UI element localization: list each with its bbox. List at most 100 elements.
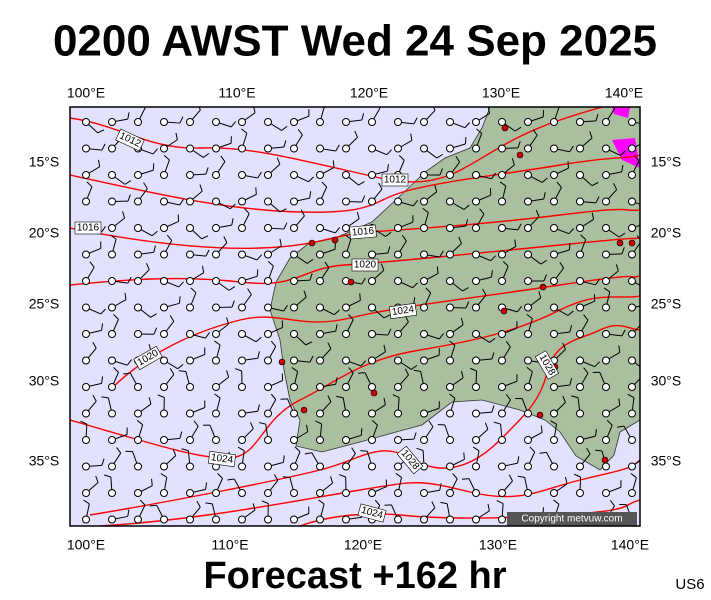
title: 0200 AWST Wed 24 Sep 2025	[53, 17, 657, 66]
barb-station	[212, 224, 220, 232]
barb-flag	[472, 446, 480, 452]
barb-flag	[508, 474, 513, 482]
barb-flag	[559, 261, 565, 269]
barb-flag	[101, 396, 109, 399]
wind-barb	[592, 371, 610, 391]
barb-flag	[620, 150, 626, 156]
barb-station	[160, 436, 168, 444]
wind-barb	[420, 501, 436, 524]
barb-station	[550, 383, 558, 391]
barb-station	[290, 409, 298, 418]
wind-barb	[316, 303, 340, 316]
barb-flag	[282, 476, 290, 479]
barb-flag	[227, 478, 235, 481]
barb-station	[264, 356, 272, 365]
barb-flag	[223, 236, 228, 243]
wind-barb	[524, 129, 538, 153]
city-dot	[331, 236, 339, 244]
barb-flag	[618, 398, 621, 406]
barb-flag	[374, 499, 381, 506]
isobar-label-text: 1020	[354, 260, 377, 271]
wind-barb	[290, 250, 314, 264]
barb-station	[576, 356, 584, 365]
lat-label-right: 25°S	[651, 296, 682, 312]
wind-barb	[368, 344, 386, 365]
barb-flag	[203, 152, 210, 158]
wind-barb	[472, 352, 495, 365]
barb-station	[420, 144, 428, 153]
barb-flag	[387, 246, 391, 254]
wind-barb	[290, 209, 305, 232]
barb-station	[290, 356, 298, 365]
barb-station	[342, 515, 350, 524]
barb-station	[524, 250, 532, 259]
barb-flag	[543, 191, 546, 200]
wind-barb	[357, 372, 376, 391]
barb-flag	[595, 278, 600, 286]
wind-barb	[82, 499, 90, 524]
barb-flag	[541, 177, 548, 183]
wind-barb	[472, 330, 496, 343]
barb-station	[108, 118, 116, 126]
wind-barb	[264, 238, 282, 259]
wind-barb	[524, 290, 542, 312]
barb-flag	[315, 420, 322, 425]
barb-station	[134, 409, 142, 418]
wind-barb	[472, 270, 493, 285]
wind-barb	[186, 249, 210, 259]
wind-barb	[82, 323, 104, 338]
barb-flag	[92, 394, 97, 402]
barb-station	[420, 330, 428, 338]
barb-flag	[231, 300, 235, 308]
wind-barb	[342, 367, 354, 391]
barb-station	[576, 197, 584, 206]
city-dot	[308, 239, 316, 247]
barb-flag	[465, 301, 470, 309]
isobar-label-text: 1012	[384, 175, 407, 186]
wind-barb	[212, 218, 234, 232]
wind-barb	[134, 303, 157, 318]
barb-flag	[583, 314, 589, 321]
barb-station	[186, 224, 194, 232]
barb-flag	[489, 337, 496, 343]
barb-station	[498, 436, 506, 444]
barb-station	[576, 224, 584, 232]
barb-station	[446, 330, 454, 338]
barb-station	[238, 330, 246, 338]
barb-station	[264, 489, 272, 497]
wind-barb	[413, 369, 428, 391]
wind-barb	[149, 504, 168, 524]
wind-barb	[550, 325, 573, 338]
barb-station	[108, 171, 116, 179]
barb-flag	[517, 223, 522, 231]
barb-flag	[153, 245, 156, 253]
wind-barb	[420, 144, 444, 159]
barb-flag	[345, 234, 352, 240]
barb-flag	[517, 141, 521, 149]
wind-barb	[186, 420, 199, 444]
barb-station	[186, 197, 194, 206]
barb-flag	[360, 450, 368, 452]
wind-barb	[342, 113, 365, 126]
barb-station	[290, 197, 298, 206]
barb-station	[472, 515, 480, 524]
barb-station	[628, 250, 636, 259]
barb-flag	[452, 473, 458, 480]
barb-station	[472, 197, 480, 206]
barb-flag	[294, 446, 301, 453]
barb-flag	[591, 182, 599, 187]
wind-barb	[498, 456, 520, 471]
wind-barb	[186, 167, 209, 179]
wind-barb	[628, 356, 640, 368]
wind-barb	[338, 474, 350, 497]
barb-station	[576, 303, 584, 312]
city-dot	[347, 278, 355, 286]
barb-station	[134, 250, 142, 259]
barb-station	[264, 277, 272, 285]
wind-barb	[342, 314, 354, 338]
wind-barb	[524, 274, 547, 285]
barb-station	[576, 462, 584, 471]
barb-station	[576, 277, 584, 285]
wind-barb	[498, 341, 511, 365]
barb-station	[524, 462, 532, 471]
